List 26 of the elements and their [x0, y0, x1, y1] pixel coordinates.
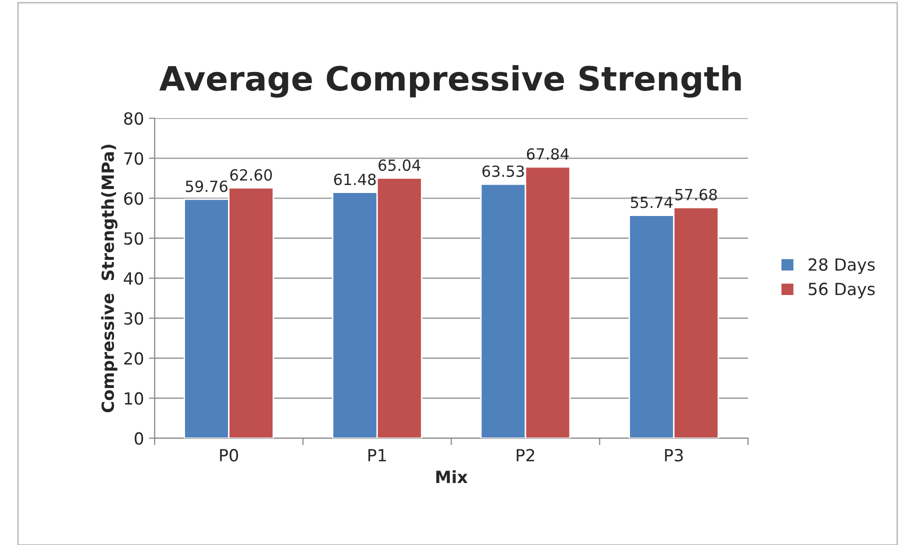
data-label: 57.68	[675, 188, 717, 200]
data-label: 65.04	[378, 159, 420, 171]
y-tick-label: 10	[124, 392, 144, 405]
y-tick-label: 60	[124, 192, 144, 205]
y-tick-label: 50	[124, 232, 144, 245]
data-label: 67.84	[526, 148, 569, 160]
y-tick-label: 30	[124, 312, 144, 325]
x-tick-label: P0	[220, 448, 238, 462]
y-axis-title: Compressive Strength(MPa)	[101, 144, 118, 412]
chart-title: Average Compressive Strength	[159, 65, 741, 98]
data-label: 62.60	[230, 169, 272, 181]
data-label: 61.48	[334, 174, 376, 186]
y-tick-label: 40	[124, 272, 144, 285]
y-tick-label: 0	[134, 432, 144, 445]
data-label: 55.74	[630, 196, 673, 208]
x-tick-label: P1	[368, 449, 386, 462]
y-tick-label: 20	[124, 352, 144, 365]
x-axis-title: Mix	[436, 470, 468, 483]
y-tick-label: 80	[124, 112, 144, 125]
legend-label: 56 Days	[808, 282, 875, 299]
x-tick-label: P3	[665, 448, 683, 462]
data-label: 59.76	[186, 180, 228, 192]
y-tick-label: 70	[124, 152, 144, 165]
data-label: 63.53	[482, 165, 524, 177]
legend-label: 28 Days	[808, 258, 875, 274]
x-tick-label: P2	[516, 448, 534, 462]
